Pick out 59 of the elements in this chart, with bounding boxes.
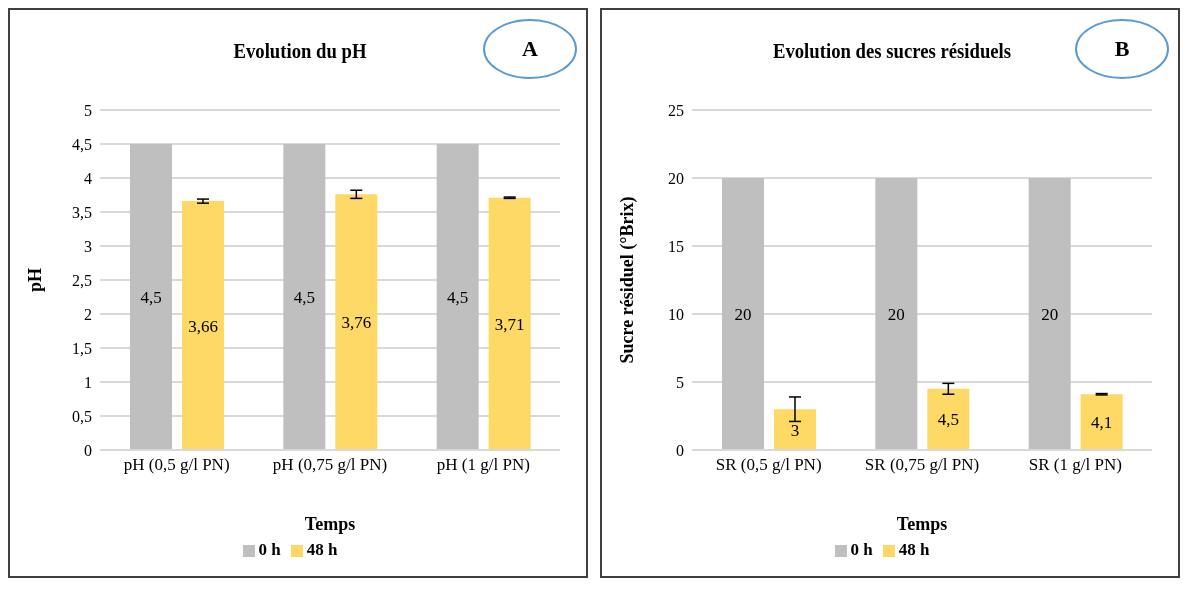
x-tick-label: SR (1 g/l PN) [1028,455,1122,475]
bar [722,178,764,450]
bar [283,144,326,450]
y-tick-label: 15 [668,237,684,255]
bar [1028,178,1071,450]
data-label: 20 [734,305,752,325]
legend-label: 48 h [306,540,338,559]
x-tick-label: pH (1 g/l PN) [436,455,530,475]
y-tick-label: 0,5 [72,407,92,425]
chart-title: Evolution des sucres résiduels [772,38,1012,63]
bar [182,201,224,450]
bar [875,178,918,450]
x-tick-label: SR (0,5 g/l PN) [715,455,822,475]
y-tick-label: 5 [84,101,92,119]
y-tick-label: 2,5 [72,271,92,289]
bar [1080,394,1123,450]
y-tick-label: 4 [84,169,92,187]
data-label: 20 [887,305,905,325]
bar [335,194,378,450]
data-label: 3,76 [341,313,372,333]
bar [774,409,816,450]
text: B [1113,36,1131,62]
legend-label: 0 h [258,540,281,559]
data-label: 3,71 [494,314,525,334]
legend-label: 48 h [898,540,930,559]
y-tick-label: 1,5 [72,339,92,357]
data-label: 4,5 [447,288,469,308]
y-tick-label: 1 [84,373,92,391]
x-tick-label: pH (0,5 g/l PN) [123,455,230,475]
y-tick-label: 20 [668,169,684,187]
x-tick-label: SR (0,75 g/l PN) [864,455,980,475]
text: A [521,36,539,62]
y-tick-label: 3,5 [72,203,92,221]
y-axis-title: pH [25,267,46,293]
data-label: 4,5 [293,288,315,308]
x-axis-title: Temps [896,514,948,534]
legend-label: 0 h [850,540,873,559]
y-tick-label: 0 [84,441,92,459]
y-axis-title: Sucre résiduel (°Brix) [617,196,639,364]
chart-title: Evolution du pH [233,38,367,63]
y-tick-label: 5 [676,373,684,391]
bar [130,144,172,450]
y-tick-label: 25 [668,101,684,119]
data-label: 4,5 [937,410,959,430]
x-axis-title: Temps [304,514,356,534]
y-tick-label: 10 [668,305,684,323]
data-label: 3,66 [188,316,218,336]
y-tick-label: 0 [676,441,684,459]
data-label: 20 [1041,305,1059,325]
y-tick-label: 2 [84,305,92,323]
x-tick-label: pH (0,75 g/l PN) [272,455,388,475]
y-tick-label: 4,5 [72,135,92,153]
bar [488,197,531,450]
bar [436,144,479,450]
bar [927,388,970,450]
data-label: 4,5 [140,288,162,308]
y-tick-label: 3 [84,237,92,255]
data-label: 4,1 [1091,413,1113,433]
data-label: 3 [790,420,800,440]
